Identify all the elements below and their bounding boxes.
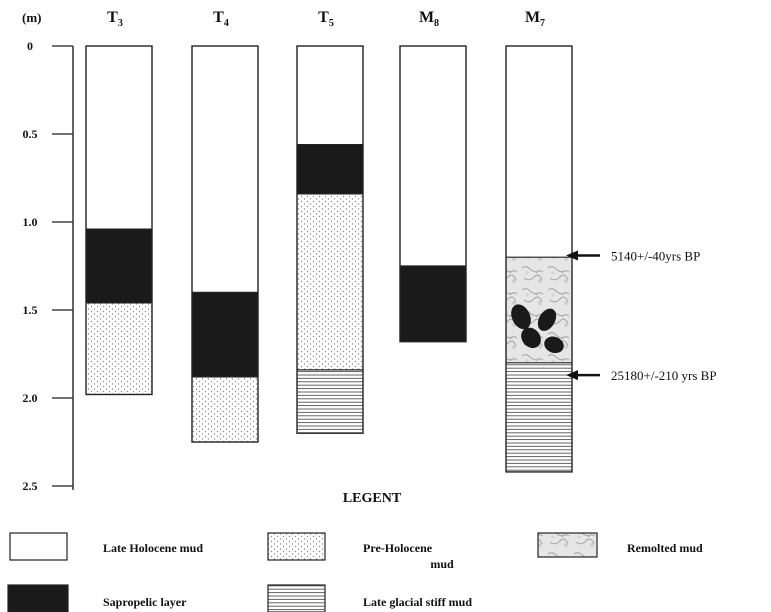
sapropel-clast [537, 308, 557, 331]
core-label: T5 [318, 9, 334, 29]
layer-late-holocene [506, 46, 572, 258]
date-marker: 25180+/-210 yrs BP [566, 368, 717, 383]
legend-item-late-holocene: Late Holocene mud [9, 532, 203, 561]
depth-tick-label: 0 [27, 39, 33, 53]
layer-sapropel [400, 266, 466, 342]
depth-axis: (m) 0 0.5 1.0 1.5 2.0 2.5 [22, 10, 74, 493]
core-label: M7 [525, 9, 545, 29]
core-column-t5: T5 [296, 9, 364, 434]
core-outline [505, 45, 573, 473]
legend-item-remolted: Remolted mud [537, 532, 703, 558]
legend-title: LEGENT [343, 491, 402, 506]
legend-swatch-remolted [537, 532, 598, 558]
depth-tick-label: 2.0 [23, 391, 38, 405]
sapropel-clast [544, 336, 564, 354]
core-column-m7: M7 [505, 9, 573, 473]
layer-sapropel [192, 292, 258, 377]
date-arrow-head [566, 250, 578, 261]
depth-tick-label: 2.5 [23, 479, 38, 493]
layer-late-holocene [297, 46, 363, 145]
legend-item-sapropel: Sapropelic layer [7, 584, 187, 612]
depth-unit-label: (m) [22, 10, 42, 25]
core-outline [296, 45, 364, 434]
layer-sapropel [297, 144, 363, 194]
layer-late-holocene [400, 46, 466, 266]
core-outline [191, 45, 259, 443]
date-label: 5140+/-40yrs BP [611, 248, 700, 263]
legend-swatch-pre-holocene [267, 532, 326, 561]
layer-pre-holocene [192, 376, 258, 442]
core-columns: T3 T4 T5 M8 M7 [85, 9, 573, 473]
core-column-t3: T3 [85, 9, 153, 396]
sapropel-clast [511, 304, 531, 330]
core-label: M8 [419, 9, 439, 29]
core-column-m8: M8 [399, 9, 467, 343]
legend-item-late-glacial: Late glacial stiff mud [267, 584, 472, 612]
sapropel-clast [521, 327, 541, 349]
layer-pre-holocene [86, 302, 152, 395]
core-outline [399, 45, 467, 343]
date-markers: 5140+/-40yrs BP 25180+/-210 yrs BP [566, 248, 717, 383]
layer-late-holocene [86, 46, 152, 230]
date-label: 25180+/-210 yrs BP [611, 368, 717, 383]
layer-late-glacial [506, 362, 572, 472]
layer-late-holocene [192, 46, 258, 293]
layer-pre-holocene [297, 193, 363, 370]
depth-tick-label: 0.5 [23, 127, 38, 141]
core-outline [85, 45, 153, 396]
legend-label-sapropel: Sapropelic layer [103, 595, 187, 609]
depth-tick-label: 1.5 [23, 303, 38, 317]
legend-label-late-glacial: Late glacial stiff mud [363, 595, 472, 609]
legend-label-remolted: Remolted mud [627, 541, 703, 555]
core-label: T3 [107, 9, 123, 29]
legend-swatch-sapropel [7, 584, 69, 612]
date-arrow-head [566, 370, 578, 381]
date-marker: 5140+/-40yrs BP [566, 248, 700, 263]
depth-tick-label: 1.0 [23, 215, 38, 229]
legend-label-late-holocene: Late Holocene mud [103, 541, 203, 555]
legend-swatch-late-holocene [9, 532, 68, 561]
core-column-t4: T4 [191, 9, 259, 443]
core-label: T4 [213, 9, 229, 29]
layer-sapropel [86, 229, 152, 303]
layer-late-glacial [297, 369, 363, 434]
legend: LEGENT Late Holocene mud Pre-Holocene mu… [7, 491, 703, 612]
legend-swatch-late-glacial [267, 584, 326, 612]
legend-label-pre-holocene: Pre-Holocene mud [363, 541, 454, 571]
legend-item-pre-holocene: Pre-Holocene mud [267, 532, 454, 571]
